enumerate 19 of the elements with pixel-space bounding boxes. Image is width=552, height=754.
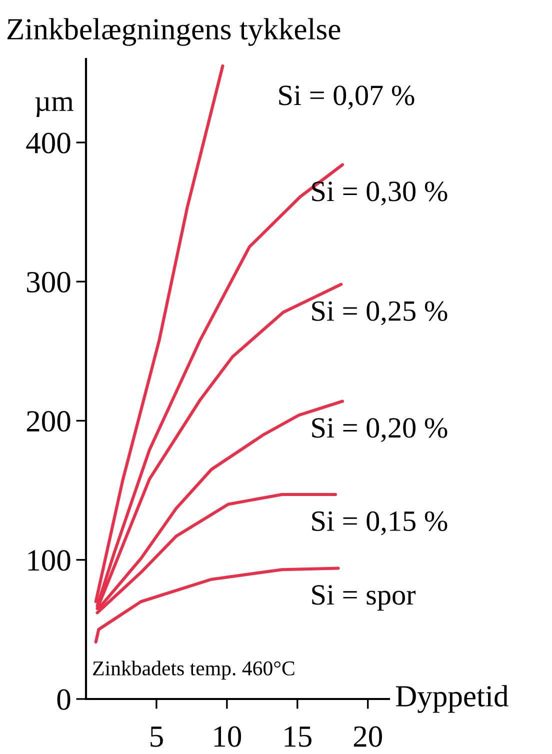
series-label: Si = 0,15 % [312, 511, 448, 536]
series-label: Si = 0,25 % [312, 301, 448, 326]
text: Si = 0,07 % [279, 86, 414, 110]
y-axis-title: µm [35, 97, 74, 118]
y-tick-label: 0 [57, 689, 70, 710]
x-tick-label: 20 [354, 726, 382, 747]
series-label: Si = spor [312, 585, 416, 611]
y-tick-label: 100 [28, 550, 70, 571]
annotation: Zinkbadets temp. 460°C [93, 660, 294, 680]
y-tick-label: 300 [27, 272, 70, 293]
chart-title: Zinkbelægningens tykkelse [7, 18, 340, 46]
x-tick-label: 10 [214, 726, 242, 747]
x-axis-title: Dyppetid [396, 685, 508, 713]
x-tick-label: 5 [150, 726, 163, 747]
y-tick-label: 400 [26, 132, 70, 154]
series-label: Si = 0,30 % [312, 182, 448, 206]
series-label: Si = 0,20 % [312, 418, 448, 442]
x-tick-label: 15 [284, 726, 312, 747]
y-tick-label: 200 [26, 411, 70, 432]
